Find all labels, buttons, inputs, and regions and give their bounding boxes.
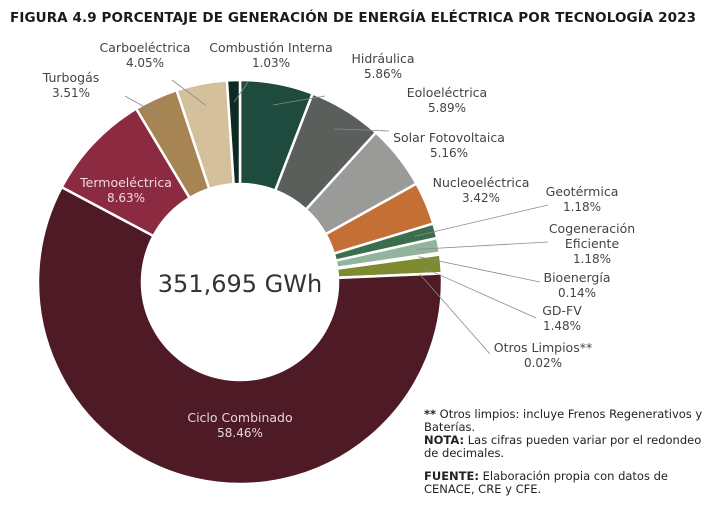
slice-value-label-carboelectrica: 4.05% <box>126 56 164 70</box>
leader-line-turbogas <box>124 95 166 119</box>
footnote-nota: NOTA: Las cifras pueden variar por el re… <box>424 434 714 460</box>
slice-name-label-eoloelectrica: Eoloeléctrica <box>407 85 487 100</box>
slice-value-label-gd-fv: 1.48% <box>543 319 581 333</box>
leader-line-geotermica <box>414 204 549 237</box>
fuente-text: Elaboración propia con datos de CENACE, … <box>424 469 668 496</box>
slice-name-label-nucleoelectrica: Nucleoeléctrica <box>433 175 530 190</box>
leader-line-carboelectrica <box>171 79 206 106</box>
slice-name-label-geotermica: Geotérmica <box>546 184 619 199</box>
slice-name-label-bioenergia: Bioenergía <box>544 270 611 285</box>
footnote-asterisk: ** <box>424 407 437 421</box>
leader-line-combustion-interna <box>233 81 249 103</box>
chart-title: FIGURA 4.9 PORCENTAJE DE GENERACIÓN DE E… <box>10 10 697 26</box>
footnote-otros-limpios: ** Otros limpios: incluye Frenos Regener… <box>424 408 714 434</box>
slice-value-label-nucleoelectrica: 3.42% <box>462 191 500 205</box>
leader-line-gd-fv <box>419 265 537 319</box>
slice-name-label-turbogas: Turbogás <box>42 70 100 85</box>
slice-value-label-solar-fotovoltaica: 5.16% <box>430 146 468 160</box>
slice-name-label-carboelectrica: Carboeléctrica <box>100 40 191 55</box>
leader-line-eoloelectrica <box>334 128 390 132</box>
slice-value-label-otros-limpios: 0.02% <box>524 356 562 370</box>
leader-line-otros-limpios <box>419 274 491 355</box>
nota-label: NOTA: <box>424 433 465 447</box>
slice-value-label-termoelectrica: 8.63% <box>107 191 145 205</box>
slice-name-label-ciclo-combinado: Ciclo Combinado <box>187 410 292 425</box>
slice-value-label-eoloelectrica: 5.89% <box>428 101 466 115</box>
slice-name-label-cogeneracion-eficiente-1: Cogeneración <box>549 221 635 236</box>
slice-value-label-ciclo-combinado: 58.46% <box>217 426 263 440</box>
slices-group <box>36 78 444 486</box>
fuente-label: FUENTE: <box>424 469 479 483</box>
slice-combustion-interna <box>225 78 242 186</box>
footnote-fuente: FUENTE: Elaboración propia con datos de … <box>424 470 714 496</box>
nota-text: Las cifras pueden variar por el redondeo… <box>424 433 702 460</box>
slice-name-label-otros-limpios: Otros Limpios** <box>494 340 592 355</box>
slice-value-label-combustion-interna: 1.03% <box>252 56 290 70</box>
leader-line-bioenergia <box>418 256 541 283</box>
footnote-asterisk-text: Otros limpios: incluye Frenos Regenerati… <box>424 407 703 434</box>
footnotes: ** Otros limpios: incluye Frenos Regener… <box>424 408 714 496</box>
slice-ciclo-combinado <box>36 185 444 486</box>
slice-value-label-turbogas: 3.51% <box>52 86 90 100</box>
slice-value-label-hidraulica: 5.86% <box>364 67 402 81</box>
slice-name-label-cogeneracion-eficiente-2: Eficiente <box>565 236 620 251</box>
slice-name-label-termoelectrica: Termoeléctrica <box>79 175 172 190</box>
slice-name-label-hidraulica: Hidráulica <box>351 51 414 66</box>
slice-name-label-gd-fv: GD-FV <box>542 303 582 318</box>
slice-name-label-solar-fotovoltaica: Solar Fotovoltaica <box>393 130 505 145</box>
leader-lines <box>124 79 549 355</box>
leader-line-hidraulica <box>272 95 326 106</box>
slice-value-label-cogeneracion-eficiente: 1.18% <box>573 252 611 266</box>
center-total-label: 351,695 GWh <box>158 270 322 298</box>
slice-value-label-bioenergia: 0.14% <box>558 286 596 300</box>
slice-value-label-geotermica: 1.18% <box>563 200 601 214</box>
leader-line-cogeneracion-eficiente <box>416 241 549 250</box>
slice-name-label-combustion-interna: Combustión Interna <box>209 40 333 55</box>
